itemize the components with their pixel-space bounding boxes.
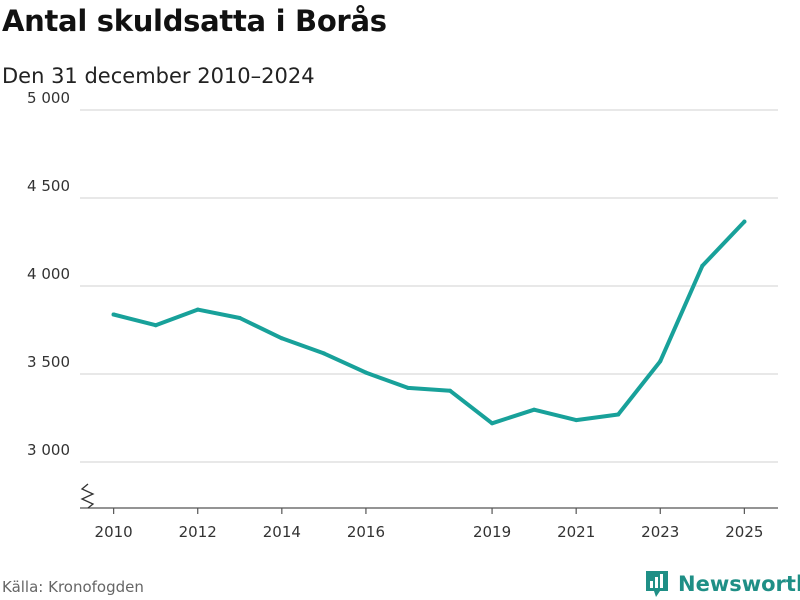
data-point-2014 [279, 336, 284, 341]
data-point-2010 [111, 312, 116, 317]
chart-title: Antal skuldsatta i Borås [2, 4, 387, 38]
y-tick-label-5000: 5 000 [27, 89, 70, 107]
data-point-2023 [658, 359, 663, 364]
data-point-2015 [321, 351, 326, 356]
grid-lines [80, 109, 778, 463]
x-tick-label-2023: 2023 [641, 523, 679, 541]
series-group [111, 219, 747, 426]
x-tick-label-2019: 2019 [473, 523, 511, 541]
data-point-2018 [448, 388, 453, 393]
y-axis-tick-labels: 3 000 3 500 4 000 4 500 5 000 [27, 89, 70, 459]
brand[interactable]: Newsworthy [644, 569, 800, 599]
data-point-2011 [153, 323, 158, 328]
y-tick-label-4000: 4 000 [27, 265, 70, 283]
x-tick-label-2021: 2021 [557, 523, 595, 541]
data-point-2024 [700, 263, 705, 268]
x-tick-label-2012: 2012 [179, 523, 217, 541]
y-tick-label-3500: 3 500 [27, 353, 70, 371]
data-point-2022 [616, 412, 621, 417]
y-tick-label-4500: 4 500 [27, 177, 70, 195]
data-point-2012 [195, 307, 200, 312]
x-tick-label-2025: 2025 [725, 523, 763, 541]
data-point-2016 [363, 370, 368, 375]
data-point-2019 [490, 421, 495, 426]
data-point-2021 [574, 418, 579, 423]
x-tick-label-2010: 2010 [95, 523, 133, 541]
brand-name: Newsworthy [678, 572, 800, 596]
newsworthy-logo-icon [646, 571, 668, 597]
data-point-2020 [532, 407, 537, 412]
x-tick-label-2014: 2014 [263, 523, 301, 541]
y-tick-label-3000: 3 000 [27, 441, 70, 459]
source-note: Källa: Kronofogden [2, 578, 144, 596]
x-tick-label-2016: 2016 [347, 523, 385, 541]
chart-subtitle: Den 31 december 2010–2024 [2, 64, 315, 88]
axis-break-icon [80, 483, 95, 509]
x-axis: 2010 2012 2014 2016 2019 2021 2023 2025 [80, 483, 778, 541]
data-point-2025 [742, 219, 747, 224]
data-point-2013 [237, 316, 242, 321]
data-point-2017 [405, 385, 410, 390]
series-line-0 [111, 219, 747, 426]
